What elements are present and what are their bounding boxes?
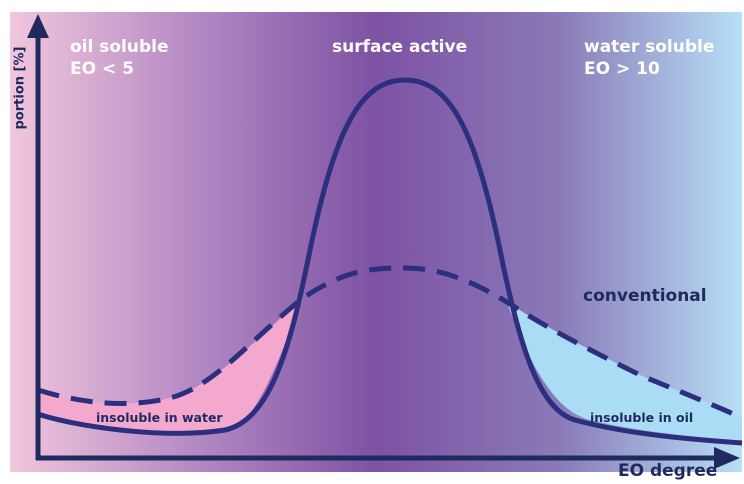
area-insoluble-in-oil [507, 302, 742, 440]
region-label-oil-soluble: oil soluble EO < 5 [70, 36, 169, 80]
y-axis-arrow [27, 14, 49, 38]
region-label-oil-soluble-line1: oil soluble [70, 37, 169, 57]
conventional-label: conventional [583, 286, 707, 306]
region-label-surface-active: surface active [332, 36, 467, 58]
region-label-oil-soluble-line2: EO < 5 [70, 59, 134, 79]
area-insoluble-in-water [38, 298, 303, 436]
region-label-water-soluble: water soluble EO > 10 [584, 36, 714, 80]
x-axis-label: EO degree [618, 461, 718, 481]
insoluble-in-oil-label: insoluble in oil [590, 410, 694, 425]
x-axis-arrow [714, 447, 740, 469]
region-label-water-soluble-line1: water soluble [584, 37, 715, 57]
region-label-water-soluble-line2: EO > 10 [584, 59, 660, 79]
insoluble-in-water-label: insoluble in water [96, 410, 223, 425]
conventional-curve [37, 265, 744, 421]
region-label-surface-active-line1: surface active [332, 37, 468, 57]
surface-active-curve [37, 77, 743, 446]
y-axis-label: portion [%] [12, 46, 28, 130]
